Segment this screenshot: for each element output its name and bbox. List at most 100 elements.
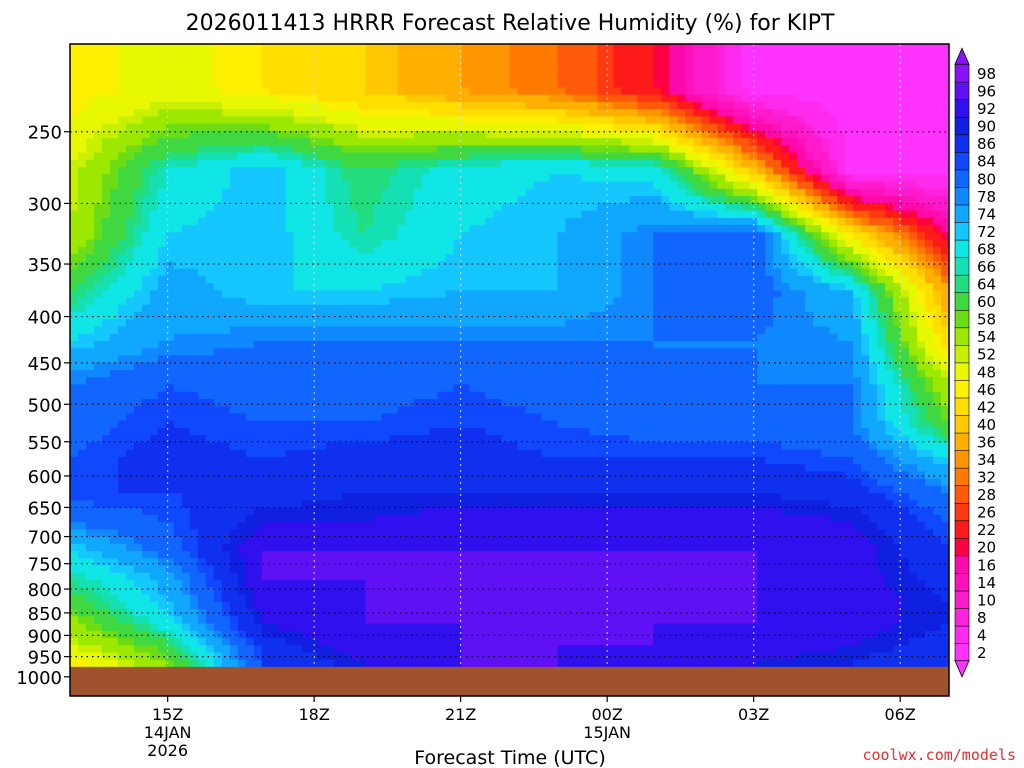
rh-cell (85, 123, 95, 132)
rh-cell (933, 145, 942, 154)
rh-cell (237, 174, 247, 183)
rh-cell (133, 58, 143, 67)
rh-cell (877, 268, 886, 277)
rh-cell (581, 290, 591, 299)
rh-cell (925, 246, 934, 255)
rh-cell (389, 181, 399, 190)
rh-cell (557, 51, 567, 60)
rh-cell (101, 51, 111, 60)
rh-cell (853, 65, 862, 74)
rh-cell (517, 80, 527, 89)
rh-cell (557, 319, 567, 328)
rh-cell (661, 44, 670, 52)
rh-cell (141, 167, 151, 175)
rh-cell (685, 145, 694, 154)
rh-cell (181, 319, 191, 328)
rh-cell (357, 261, 367, 270)
rh-cell (341, 145, 351, 154)
rh-cell (677, 225, 686, 233)
rh-cell (293, 152, 303, 161)
rh-cell (429, 326, 439, 335)
rh-cell (197, 94, 207, 103)
rh-cell (893, 87, 902, 96)
rh-cell (637, 333, 646, 342)
rh-cell (309, 87, 319, 96)
rh-cell (501, 51, 511, 60)
rh-cell (933, 239, 942, 248)
rh-cell (181, 275, 191, 284)
rh-cell (685, 355, 694, 364)
rh-cell (445, 362, 455, 371)
rh-cell (621, 152, 630, 161)
rh-cell (165, 326, 175, 335)
rh-cell (829, 116, 838, 125)
rh-cell (221, 210, 231, 219)
rh-cell (709, 72, 718, 81)
rh-cell (653, 44, 662, 52)
rh-cell (909, 333, 918, 342)
rh-cell (141, 145, 151, 154)
rh-cell (629, 203, 638, 212)
rh-cell (653, 239, 662, 248)
rh-cell (549, 181, 559, 190)
rh-cell (829, 355, 838, 364)
rh-cell (573, 275, 583, 284)
rh-cell (653, 348, 662, 357)
rh-cell (773, 51, 782, 60)
rh-cell (813, 152, 822, 161)
rh-cell (205, 254, 215, 262)
chart-title: 2026011413 HRRR Forecast Relative Humidi… (186, 11, 835, 36)
rh-cell (493, 225, 503, 233)
rh-cell (653, 210, 662, 219)
rh-cell (725, 254, 734, 262)
rh-cell (461, 312, 471, 320)
rh-cell (117, 268, 127, 277)
rh-cell (365, 370, 375, 378)
rh-cell (661, 290, 670, 299)
rh-cell (741, 145, 750, 154)
rh-cell (509, 290, 519, 299)
rh-cell (221, 145, 231, 154)
rh-cell (245, 159, 255, 168)
rh-cell (941, 254, 949, 262)
rh-cell (133, 87, 143, 96)
rh-cell (765, 283, 774, 291)
rh-cell (805, 109, 814, 118)
rh-cell (917, 304, 926, 313)
rh-cell (405, 246, 415, 255)
rh-cell (445, 333, 455, 342)
rh-cell (405, 217, 415, 226)
rh-cell (701, 355, 710, 364)
rh-cell (845, 341, 854, 349)
rh-cell (725, 341, 734, 349)
rh-cell (269, 355, 279, 364)
rh-cell (933, 94, 942, 103)
rh-cell (781, 203, 790, 212)
rh-cell (189, 101, 199, 110)
rh-cell (221, 174, 231, 183)
rh-cell (509, 80, 519, 89)
rh-cell (749, 217, 758, 226)
rh-cell (773, 304, 782, 313)
rh-cell (221, 304, 231, 313)
rh-cell (253, 268, 263, 277)
rh-cell (701, 246, 710, 255)
rh-cell (437, 159, 447, 168)
rh-cell (893, 65, 902, 74)
rh-cell (93, 239, 103, 248)
rh-cell (717, 167, 726, 175)
rh-cell (373, 181, 383, 190)
rh-cell (869, 326, 878, 335)
rh-cell (669, 72, 678, 81)
rh-cell (613, 174, 622, 183)
rh-cell (397, 217, 407, 226)
rh-cell (885, 239, 894, 248)
rh-cell (661, 297, 670, 306)
rh-cell (277, 261, 287, 270)
rh-cell (429, 225, 439, 233)
rh-cell (325, 254, 335, 262)
rh-cell (109, 65, 119, 74)
rh-cell (413, 246, 423, 255)
rh-cell (541, 80, 551, 89)
rh-cell (229, 268, 239, 277)
